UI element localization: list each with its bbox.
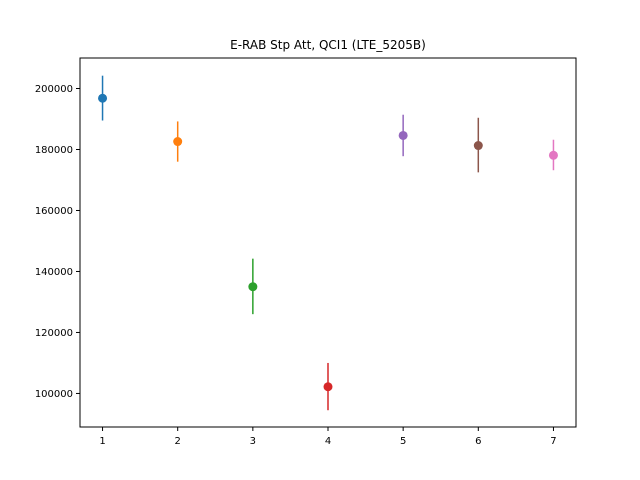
x-tick-label: 7	[550, 436, 556, 447]
chart-title: E-RAB Stp Att, QCI1 (LTE_5205B)	[230, 38, 426, 52]
y-tick-label: 160000	[35, 206, 73, 217]
y-tick-label: 180000	[35, 145, 73, 156]
data-point	[473, 141, 483, 151]
plot-area	[98, 75, 558, 411]
x-tick-label: 2	[175, 436, 181, 447]
x-axis: 1 2 3 4 5 6 7	[99, 427, 557, 447]
data-point	[173, 137, 183, 147]
x-tick-label: 3	[250, 436, 256, 447]
y-axis: 100000 120000 140000 160000 180000 200000	[35, 84, 80, 400]
data-point	[248, 282, 258, 292]
data-point	[548, 150, 558, 160]
x-tick-label: 6	[475, 436, 481, 447]
y-tick-label: 200000	[35, 84, 73, 95]
data-point	[398, 130, 408, 140]
data-point	[323, 382, 333, 392]
y-tick-label: 140000	[35, 267, 73, 278]
data-point	[98, 93, 108, 103]
x-tick-label: 5	[400, 436, 406, 447]
x-tick-label: 1	[99, 436, 105, 447]
y-tick-label: 120000	[35, 328, 73, 339]
y-tick-label: 100000	[35, 389, 73, 400]
x-tick-label: 4	[325, 436, 331, 447]
